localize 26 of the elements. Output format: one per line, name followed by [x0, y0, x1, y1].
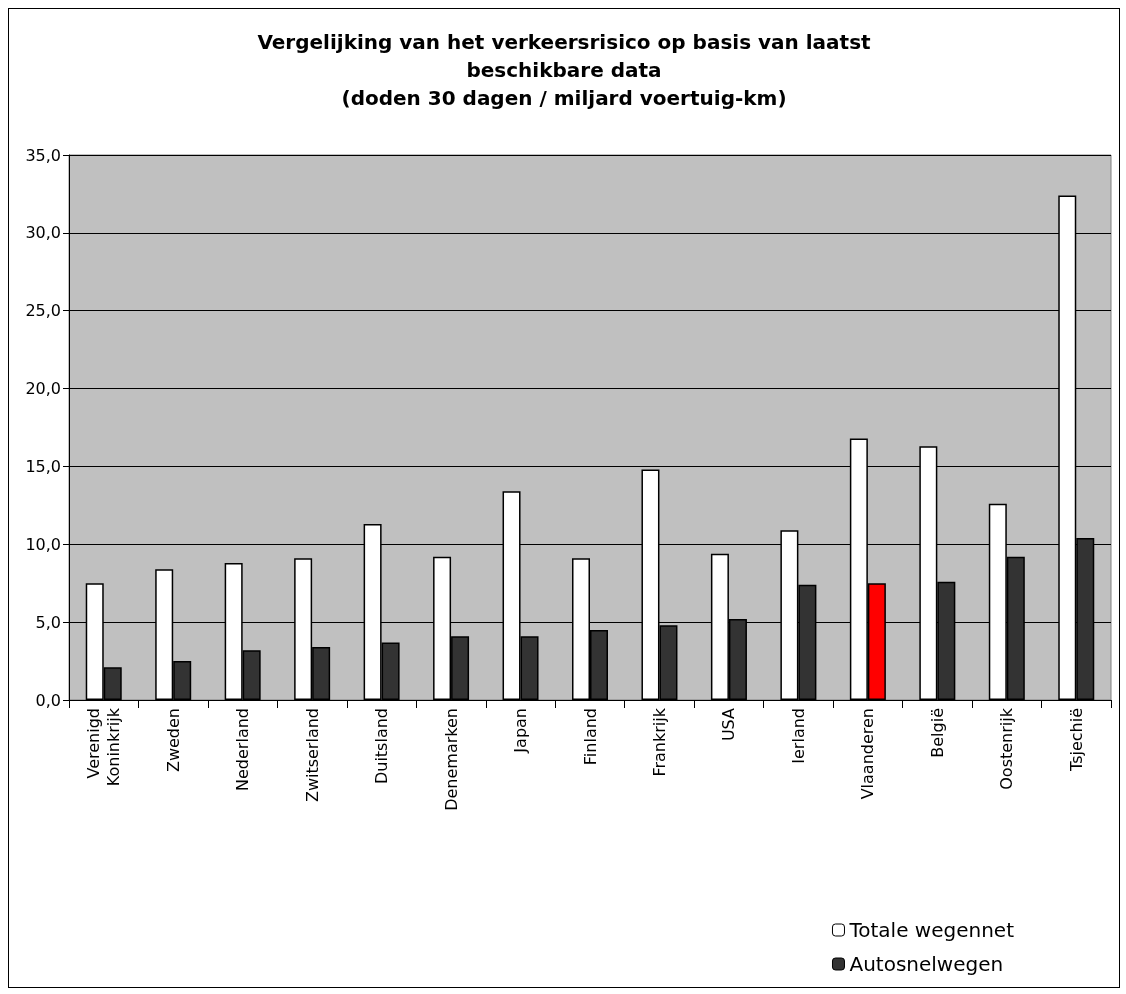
- y-tick-label: 25,0: [25, 301, 61, 321]
- y-tick-label: 30,0: [25, 223, 61, 243]
- y-tick-label: 35,0: [25, 145, 61, 165]
- x-tick-label: Ierland: [788, 708, 808, 764]
- y-tick-label: 20,0: [25, 379, 61, 399]
- x-tick-label: Zweden: [163, 708, 183, 773]
- y-tick-label: 0,0: [35, 690, 61, 710]
- y-tick-label: 10,0: [25, 534, 61, 554]
- x-tick-label: Denemarken: [441, 708, 461, 811]
- x-tick-label: Verenigd Koninkrijk: [84, 707, 124, 787]
- chart-title: Vergelijking van het verkeersrisico op basis van laatst beschikbare data (doden 30 dagen / miljard voertuig-km): [257, 30, 872, 110]
- x-tick-label: Tsjechië: [1066, 708, 1086, 772]
- x-tick-label: Finland: [580, 708, 600, 766]
- x-tick-label: Frankrijk: [649, 707, 669, 777]
- x-tick-label: USA: [719, 707, 739, 742]
- y-tick-label: 5,0: [35, 612, 61, 632]
- x-tick-label: Japan: [511, 708, 531, 754]
- x-tick-label: Duitsland: [372, 708, 392, 785]
- legend-label: Autosnelwegen: [849, 952, 1004, 976]
- legend-label: Totale wegennet: [848, 918, 1015, 942]
- x-tick-label: Oostenrijk: [997, 707, 1017, 790]
- y-tick-label: 15,0: [25, 456, 61, 476]
- x-tick-label: Zwitserland: [302, 708, 322, 803]
- x-tick-label: Vlaanderen: [858, 708, 878, 800]
- x-tick-label: Nederland: [233, 708, 253, 791]
- x-tick-label: België: [927, 708, 947, 758]
